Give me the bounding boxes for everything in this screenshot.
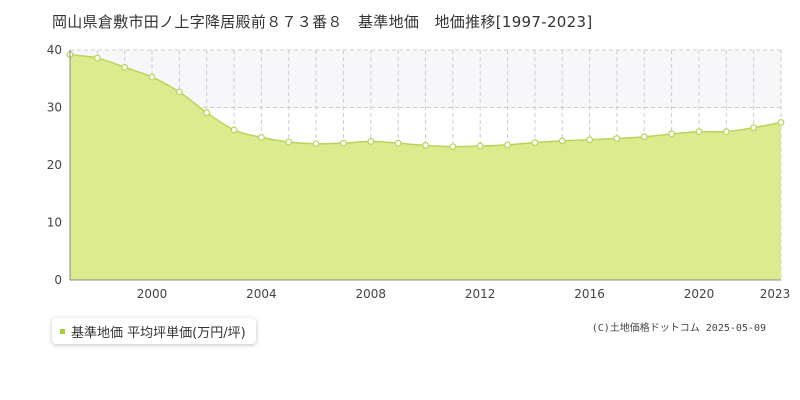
data-point-2018 (640, 133, 648, 141)
x-tick-label: 2000 (137, 287, 168, 301)
data-point-2001 (175, 88, 183, 96)
data-point-2014 (531, 139, 539, 146)
data-points (66, 51, 785, 151)
data-point-1998 (93, 54, 101, 62)
y-tick-label: 20 (47, 158, 62, 172)
data-point-2005 (285, 138, 293, 146)
area-fill (70, 54, 781, 280)
data-point-2002 (203, 109, 211, 117)
data-point-1999 (121, 63, 129, 71)
y-tick-label: 30 (47, 101, 62, 115)
legend-label: 基準地価 平均坪単価(万円/坪) (71, 325, 246, 341)
data-point-2016 (586, 136, 593, 144)
data-point-2019 (668, 130, 676, 138)
data-point-2011 (449, 143, 457, 151)
chart-title: 岡山県倉敷市田ノ上字降居殿前８７３番８ 基準地価 地価推移[1997-2023] (52, 13, 593, 31)
data-point-2015 (558, 137, 566, 145)
x-tick-label: 2023 (760, 287, 791, 301)
data-point-2008 (367, 138, 375, 145)
data-point-2012 (476, 142, 484, 150)
data-point-2022 (750, 124, 758, 132)
x-tick-label: 2008 (356, 287, 387, 301)
x-tick-label: 2016 (574, 287, 605, 301)
data-point-2007 (340, 139, 347, 147)
x-tick-labels: 2000 2004 2008 2012 2016 2020 2023 (137, 287, 791, 301)
credit-text: (C)土地価格ドットコム 2025-05-09 (591, 323, 766, 334)
data-point-2009 (394, 139, 402, 147)
data-point-2000 (148, 73, 156, 81)
x-tick-label: 2012 (465, 287, 496, 301)
legend: 基準地価 平均坪単価(万円/坪) (52, 318, 256, 344)
data-point-2021 (722, 128, 730, 136)
data-point-2004 (258, 133, 265, 141)
data-point-2003 (230, 126, 238, 134)
x-tick-label: 2020 (684, 287, 715, 301)
data-point-2020 (695, 128, 703, 136)
data-point-2006 (312, 140, 320, 148)
legend-swatch (60, 328, 65, 334)
y-tick-labels: 0 10 20 30 40 (47, 43, 62, 287)
data-point-2010 (422, 142, 429, 149)
data-point-2013 (504, 141, 511, 149)
y-tick-label: 0 (54, 273, 62, 287)
y-tick-label: 10 (47, 216, 62, 230)
data-point-2023 (777, 119, 785, 126)
x-tick-label: 2004 (246, 287, 277, 301)
y-tick-label: 40 (47, 43, 62, 57)
data-point-2017 (613, 135, 621, 142)
